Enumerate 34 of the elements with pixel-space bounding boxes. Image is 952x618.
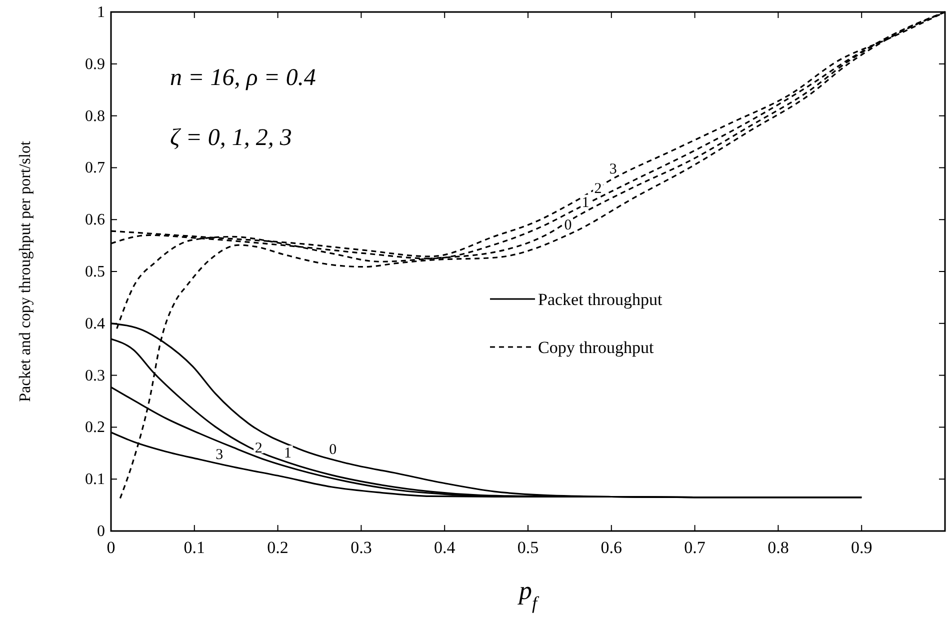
annotation: 2 bbox=[254, 440, 262, 456]
y-tick-label: 0.9 bbox=[85, 56, 105, 73]
annotation: 3 bbox=[216, 447, 224, 464]
y-tick-label: 0.7 bbox=[85, 160, 105, 177]
x-tick-label: 0.5 bbox=[517, 538, 539, 557]
annotation: 3 bbox=[609, 162, 617, 178]
y-tick-label: 1 bbox=[97, 4, 105, 21]
y-tick-label: 0.8 bbox=[85, 108, 105, 125]
y-tick-label: 0.6 bbox=[85, 212, 105, 229]
annotation: 2 bbox=[594, 180, 602, 197]
y-tick-label: 0 bbox=[97, 523, 105, 540]
x-tick-label: 0.9 bbox=[850, 538, 872, 557]
x-tick-label: 0.3 bbox=[350, 538, 372, 557]
legend-label: Copy throughput bbox=[538, 338, 654, 357]
x-axis-title: p$_{f}$ bbox=[516, 576, 540, 613]
legend-label: Packet throughput bbox=[538, 290, 662, 309]
annotation: 0 bbox=[329, 442, 337, 458]
x-tick-label: 0.6 bbox=[600, 538, 622, 557]
x-tick-label: 0.1 bbox=[184, 538, 206, 557]
y-tick-label: 0.2 bbox=[85, 419, 105, 436]
x-tick-label: 0.4 bbox=[434, 538, 456, 557]
annotation: 0 bbox=[564, 218, 572, 234]
annotation: ζ = 0, 1, 2, 3 bbox=[170, 125, 292, 151]
x-tick-label: 0.7 bbox=[684, 538, 706, 557]
y-axis-title: Packet and copy throughput per port/slot bbox=[17, 140, 34, 402]
x-tick-label: 0.2 bbox=[267, 538, 288, 557]
x-tick-label: 0.8 bbox=[768, 538, 789, 557]
annotation: n = 16, ρ = 0.4 bbox=[170, 65, 316, 91]
y-tick-label: 0.4 bbox=[85, 315, 105, 332]
y-tick-label: 0.5 bbox=[85, 264, 105, 280]
annotation: 1 bbox=[582, 194, 590, 211]
y-tick-label: 0.3 bbox=[85, 367, 105, 384]
y-tick-label: 0.1 bbox=[85, 471, 105, 488]
annotation: 1 bbox=[284, 445, 292, 462]
